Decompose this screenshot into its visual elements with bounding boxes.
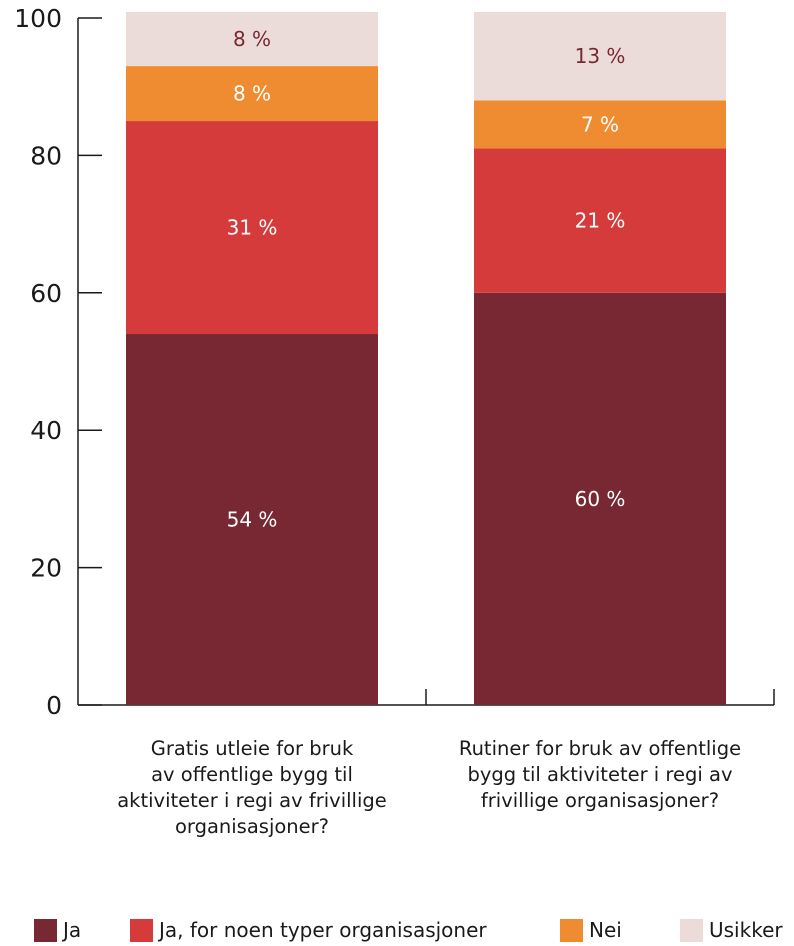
category-label-line: Rutiner for bruk av offentlige [458,737,742,760]
legend-label: Ja, for noen typer organisasjoner [159,918,487,942]
bar-stack: 60 % 21 % 7 % 13 % [474,12,726,705]
bar-segment [126,66,378,122]
data-label: 8 % [233,27,271,51]
legend-label: Ja [63,918,82,942]
bar-segment [126,121,378,335]
bar-segment [474,148,726,293]
y-tick-label: 0 [46,691,62,720]
legend-label: Usikker [709,918,783,942]
bar-segment [126,12,378,67]
bar-segment [474,292,726,705]
y-tick-label: 60 [30,279,62,308]
bar-segment [474,100,726,149]
bar-segment [126,334,378,705]
legend-item: Ja, for noen typer organisasjoner [130,916,487,944]
data-label: 54 % [227,508,278,532]
category-label-line: Gratis utleie for bruk [150,737,354,760]
data-label: 21 % [575,209,626,233]
data-label: 60 % [575,487,626,511]
legend-swatch [680,918,703,942]
category-label: Gratis utleie for bruk av offentlige bygg… [102,736,402,840]
legend-item: Nei [560,916,622,944]
legend-label: Nei [589,918,622,942]
category-label-line: aktiviteter i regi av frivillige [117,789,387,812]
y-axis: 0 20 40 60 80 100 [14,4,102,720]
legend-item: Ja [34,916,81,944]
legend-item: Usikker [680,916,783,944]
y-tick-label: 80 [30,141,62,170]
legend: Ja Ja, for noen typer organisasjoner Nei Us… [0,916,794,946]
y-tick-label: 40 [30,416,62,445]
category-label-line: av offentlige bygg til [151,763,353,786]
data-label: 8 % [233,82,271,106]
y-tick-label: 20 [30,554,62,583]
y-tick-label: 100 [14,4,62,33]
data-label: 31 % [227,216,278,240]
legend-swatch [130,918,153,942]
legend-swatch [34,918,57,942]
legend-swatch [560,918,583,942]
category-label: Rutiner for bruk av offentlige bygg til a… [450,736,750,814]
data-label: 7 % [581,112,619,136]
category-label-line: bygg til aktiviteter i regi av [467,763,733,786]
category-label-line: organisasjoner? [174,815,330,838]
bars: 54 % 31 % 8 % 8 % 60 % 21 % 7 % 13 % [126,12,726,705]
bar-segment [474,12,726,101]
data-label: 13 % [575,44,626,68]
category-label-line: frivillige organisasjoner? [480,789,720,812]
bar-stack: 54 % 31 % 8 % 8 % [126,12,378,705]
